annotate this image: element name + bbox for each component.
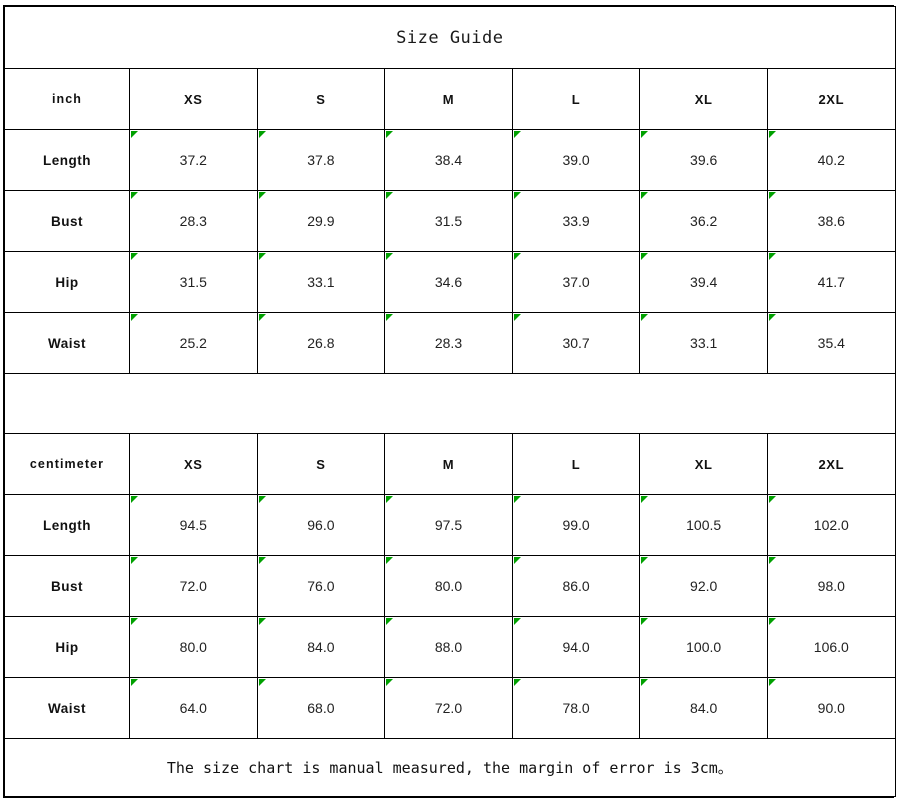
value-waist-m: 28.3: [384, 312, 513, 374]
size-column-header-2XL: 2XL: [766, 68, 896, 130]
value-length-m: 97.5: [384, 494, 513, 556]
value-bust-s: 29.9: [256, 190, 386, 252]
value-bust-xs: 28.3: [129, 190, 258, 252]
value-waist-m: 72.0: [384, 677, 513, 739]
value-hip-s: 33.1: [256, 251, 386, 313]
value-length-xs: 94.5: [129, 494, 258, 556]
size-column-header-M: M: [384, 68, 513, 130]
value-bust-l: 33.9: [511, 190, 641, 252]
value-bust-xl: 92.0: [639, 555, 768, 617]
value-bust-xs: 72.0: [129, 555, 258, 617]
value-hip-l: 94.0: [511, 616, 641, 678]
value-length-xl: 100.5: [639, 494, 768, 556]
value-length-l: 39.0: [511, 129, 641, 191]
value-length-2xl: 40.2: [766, 129, 896, 191]
size-column-header-XL: XL: [639, 68, 768, 130]
header-row-inch: inch XS S M L XL 2XL: [4, 68, 896, 130]
table-row: Bust 28.3 29.9 31.5 33.9 36.2 38.6: [4, 190, 896, 252]
table-row: Bust 72.0 76.0 80.0 86.0 92.0 98.0: [4, 555, 896, 617]
value-bust-m: 31.5: [384, 190, 513, 252]
measure-label-length: Length: [4, 494, 130, 556]
unit-label-inch: inch: [4, 68, 130, 130]
value-length-s: 37.8: [256, 129, 386, 191]
measure-label-waist: Waist: [4, 312, 130, 374]
measure-label-length: Length: [4, 129, 130, 191]
measure-label-hip: Hip: [4, 251, 130, 313]
value-hip-2xl: 41.7: [766, 251, 896, 313]
size-column-header-S: S: [256, 68, 386, 130]
separator-cell: [4, 373, 896, 434]
value-hip-2xl: 106.0: [766, 616, 896, 678]
value-bust-2xl: 38.6: [766, 190, 896, 252]
value-bust-2xl: 98.0: [766, 555, 896, 617]
size-column-header-L: L: [511, 68, 641, 130]
value-waist-l: 30.7: [511, 312, 641, 374]
size-column-header-2XL: 2XL: [766, 433, 896, 495]
value-waist-xl: 33.1: [639, 312, 768, 374]
size-guide-table: Size Guide inch XS S M L XL 2XL Length 37.2 37.8 38…: [4, 6, 896, 797]
separator-row: [4, 373, 896, 434]
value-bust-xl: 36.2: [639, 190, 768, 252]
table-row: Hip 80.0 84.0 88.0 94.0 100.0 106.0: [4, 616, 896, 678]
value-length-2xl: 102.0: [766, 494, 896, 556]
value-hip-m: 34.6: [384, 251, 513, 313]
size-column-header-XS: XS: [129, 68, 258, 130]
size-column-header-S: S: [256, 433, 386, 495]
value-hip-xl: 100.0: [639, 616, 768, 678]
value-length-m: 38.4: [384, 129, 513, 191]
table-row: Waist 25.2 26.8 28.3 30.7 33.1 35.4: [4, 312, 896, 374]
value-length-l: 99.0: [511, 494, 641, 556]
header-row-centimeter: centimeter XS S M L XL 2XL: [4, 433, 896, 495]
value-waist-s: 26.8: [256, 312, 386, 374]
value-waist-2xl: 90.0: [766, 677, 896, 739]
value-hip-s: 84.0: [256, 616, 386, 678]
unit-label-centimeter: centimeter: [4, 433, 130, 495]
measure-label-hip: Hip: [4, 616, 130, 678]
value-hip-xs: 80.0: [129, 616, 258, 678]
value-waist-xs: 25.2: [129, 312, 258, 374]
value-bust-m: 80.0: [384, 555, 513, 617]
table-row: Length 94.5 96.0 97.5 99.0 100.5 102.0: [4, 494, 896, 556]
size-column-header-L: L: [511, 433, 641, 495]
value-waist-xs: 64.0: [129, 677, 258, 739]
size-column-header-XL: XL: [639, 433, 768, 495]
value-bust-s: 76.0: [256, 555, 386, 617]
size-column-header-XS: XS: [129, 433, 258, 495]
value-waist-l: 78.0: [511, 677, 641, 739]
table-row: Waist 64.0 68.0 72.0 78.0 84.0 90.0: [4, 677, 896, 739]
value-waist-2xl: 35.4: [766, 312, 896, 374]
value-hip-xl: 39.4: [639, 251, 768, 313]
value-length-xs: 37.2: [129, 129, 258, 191]
title-row: Size Guide: [4, 6, 896, 69]
value-hip-m: 88.0: [384, 616, 513, 678]
footer-note-row: The size chart is manual measured, the m…: [4, 738, 896, 797]
value-waist-xl: 84.0: [639, 677, 768, 739]
page-title: Size Guide: [4, 6, 896, 69]
measure-label-bust: Bust: [4, 555, 130, 617]
table-row: Hip 31.5 33.1 34.6 37.0 39.4 41.7: [4, 251, 896, 313]
value-hip-xs: 31.5: [129, 251, 258, 313]
table-row: Length 37.2 37.8 38.4 39.0 39.6 40.2: [4, 129, 896, 191]
value-hip-l: 37.0: [511, 251, 641, 313]
measure-label-waist: Waist: [4, 677, 130, 739]
value-length-xl: 39.6: [639, 129, 768, 191]
size-guide-sheet: Size Guide inch XS S M L XL 2XL Length 37.2 37.8 38…: [3, 5, 896, 798]
footer-note: The size chart is manual measured, the m…: [4, 738, 896, 797]
value-length-s: 96.0: [256, 494, 386, 556]
measure-label-bust: Bust: [4, 190, 130, 252]
size-column-header-M: M: [384, 433, 513, 495]
value-waist-s: 68.0: [256, 677, 386, 739]
value-bust-l: 86.0: [511, 555, 641, 617]
